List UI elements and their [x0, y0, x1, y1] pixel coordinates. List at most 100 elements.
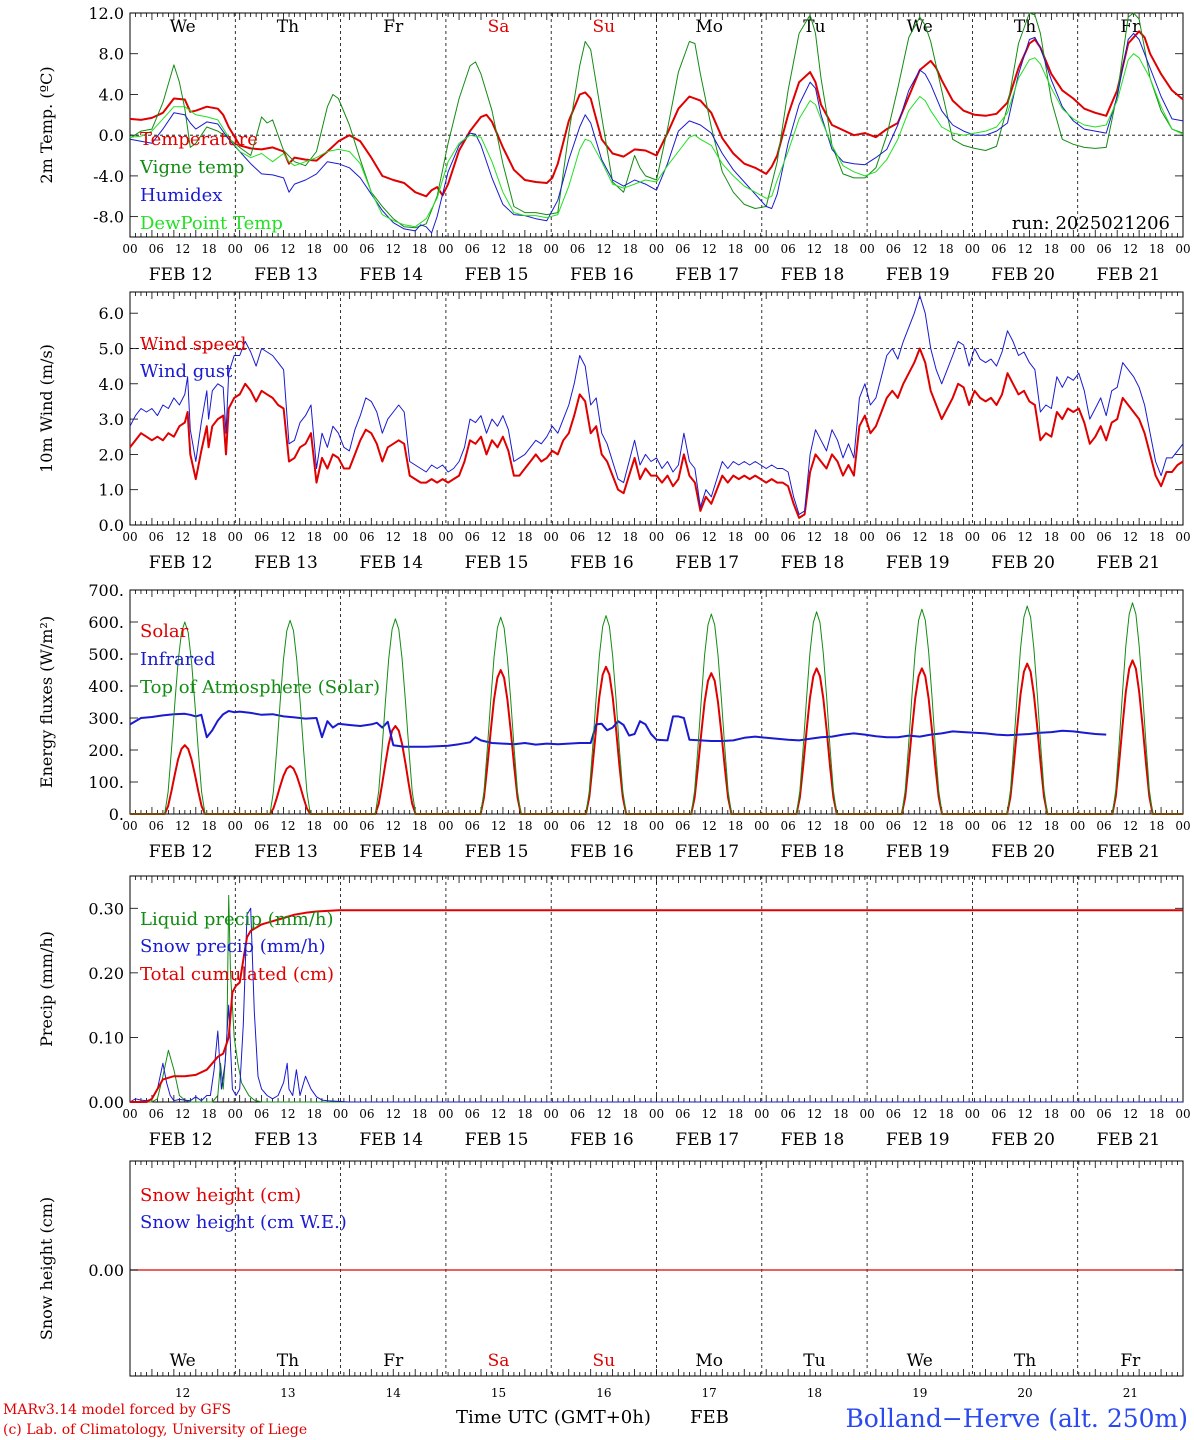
y-axis-label: Precip (mm/h)	[37, 931, 56, 1047]
hour-tick-label: 12	[491, 1107, 506, 1121]
hour-tick-label: 06	[465, 1107, 480, 1121]
hour-tick-label: 06	[991, 1107, 1006, 1121]
day-name-label: Fr	[383, 17, 404, 37]
y-tick-label: -4.0	[93, 167, 124, 186]
y-tick-label: 2.0	[99, 445, 124, 464]
hour-tick-label: 00	[333, 1107, 348, 1121]
hour-tick-label: 18	[517, 242, 532, 256]
hour-tick-label: 12	[175, 819, 190, 833]
y-tick-label: 700.	[88, 581, 124, 600]
hour-tick-label: 00	[859, 1107, 874, 1121]
hour-tick-label: 06	[1096, 242, 1111, 256]
hour-tick-label: 06	[359, 530, 374, 544]
month-label: FEB	[690, 1407, 729, 1428]
date-label: FEB 12	[149, 842, 213, 862]
series-temperature	[129, 30, 1184, 198]
hour-tick-label: 00	[1175, 242, 1190, 256]
legend-snow-precip-mm-h-: Snow precip (mm/h)	[140, 936, 326, 957]
hour-tick-label: 18	[1044, 819, 1059, 833]
series-total-cumulated-cm-	[130, 909, 1183, 1103]
y-tick-label: 0.	[109, 805, 124, 824]
hour-tick-label: 00	[649, 819, 664, 833]
hour-tick-label: 18	[307, 530, 322, 544]
legend-snow-height-cm-: Snow height (cm)	[140, 1185, 301, 1206]
panel-frame	[129, 589, 1184, 815]
hour-tick-label: 18	[728, 1107, 743, 1121]
date-label: FEB 14	[359, 265, 423, 285]
hour-tick-label: 18	[938, 1107, 953, 1121]
hour-tick-label: 06	[1096, 1107, 1111, 1121]
date-label: FEB 12	[149, 553, 213, 573]
date-label: FEB 15	[465, 553, 529, 573]
y-tick-label: 0.0	[99, 126, 124, 145]
series-dewpoint-temp	[129, 53, 1184, 228]
hour-tick-label: 06	[675, 1107, 690, 1121]
day-name-label: We	[170, 1351, 196, 1371]
y-tick-label: 300.	[88, 709, 124, 728]
legend-solar: Solar	[140, 621, 189, 642]
legend-snow-height-cm-w-e-: Snow height (cm W.E.)	[140, 1212, 347, 1233]
hour-tick-label: 12	[175, 530, 190, 544]
y-axis-label: Snow height (cm)	[37, 1197, 56, 1340]
hour-tick-label: 18	[412, 1107, 427, 1121]
date-label: FEB 20	[991, 1130, 1055, 1150]
hour-tick-label: 12	[807, 819, 822, 833]
date-label: FEB 16	[570, 265, 634, 285]
hour-tick-label: 12	[596, 819, 611, 833]
hour-tick-label: 12	[912, 1107, 927, 1121]
hour-tick-label: 00	[649, 530, 664, 544]
y-tick-label: 1.0	[99, 481, 124, 500]
hour-tick-label: 00	[754, 819, 769, 833]
panel-2: 10m Wind (m/s) 00 06 12 18 00 06 12 18 00 06 12 18 00…	[37, 291, 1191, 573]
date-label: FEB 18	[781, 553, 845, 573]
hour-tick-label: 00	[965, 819, 980, 833]
hour-tick-label: 12	[1123, 530, 1138, 544]
hour-tick-label: 18	[307, 819, 322, 833]
legend-temperature: Temperature	[140, 129, 258, 150]
legend-total-cumulated-cm-: Total cumulated (cm)	[140, 964, 334, 985]
date-label: FEB 14	[359, 553, 423, 573]
hour-tick-label: 12	[280, 530, 295, 544]
hour-tick-label: 00	[228, 530, 243, 544]
hour-tick-label: 06	[991, 819, 1006, 833]
hour-tick-label: 12	[807, 530, 822, 544]
y-tick-label: 0.00	[88, 1261, 124, 1280]
hour-tick-label: 06	[886, 819, 901, 833]
hour-tick-label: 18	[728, 819, 743, 833]
hour-tick-label: 00	[1070, 1107, 1085, 1121]
y-tick-label: 0.10	[88, 1028, 124, 1047]
hour-tick-label: 06	[359, 242, 374, 256]
hour-tick-label: 06	[780, 530, 795, 544]
hour-tick-label: 12	[912, 242, 927, 256]
hour-tick-label: 18	[623, 530, 638, 544]
hour-tick-label: 00	[333, 530, 348, 544]
hour-tick-label: 18	[623, 1107, 638, 1121]
hour-tick-label: 18	[1044, 530, 1059, 544]
series-snow-precip-mm-h-	[129, 907, 1183, 1103]
hour-tick-label: 18	[833, 819, 848, 833]
date-label: FEB 16	[570, 553, 634, 573]
hour-tick-label: 00	[1070, 819, 1085, 833]
hour-tick-label: 00	[438, 1107, 453, 1121]
y-tick-label: 12.0	[88, 4, 124, 23]
hour-tick-label: 12	[596, 242, 611, 256]
date-label: FEB 18	[781, 1130, 845, 1150]
date-label: FEB 21	[1096, 1130, 1160, 1150]
legend-vigne-temp: Vigne temp	[139, 157, 244, 178]
hour-tick-label: 18	[728, 242, 743, 256]
hour-tick-label: 12	[386, 1107, 401, 1121]
hour-tick-label: 06	[886, 242, 901, 256]
hour-tick-label: 18	[833, 242, 848, 256]
hour-tick-label: 00	[1070, 530, 1085, 544]
date-label: FEB 13	[254, 265, 318, 285]
panel-3: Energy fluxes (W/m²) 00 06 12 18 00 06 12 18 00 06…	[37, 581, 1191, 862]
y-tick-label: 500.	[88, 645, 124, 664]
y-tick-label: 100.	[88, 773, 124, 792]
series-wind-speed	[129, 347, 1184, 519]
date-label: FEB 12	[149, 265, 213, 285]
legend-liquid-precip-mm-h-: Liquid precip (mm/h)	[140, 909, 334, 930]
hour-tick-label: 06	[149, 1107, 164, 1121]
hour-tick-label: 00	[754, 242, 769, 256]
hour-tick-label: 00	[544, 530, 559, 544]
hour-tick-label: 12	[702, 1107, 717, 1121]
